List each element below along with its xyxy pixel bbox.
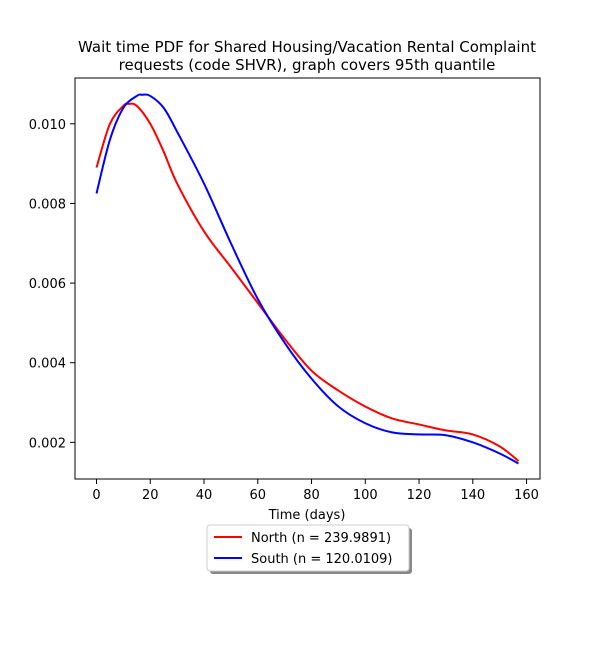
legend-label-south: South (n = 120.0109) [251,552,392,567]
legend-box [206,524,410,572]
series-line-south [95,93,519,465]
y-tick-label: 0.010 [29,118,66,133]
y-tick-label: 0.004 [29,357,66,372]
x-tick-label: 100 [353,488,378,503]
x-tick-label: 40 [196,488,213,503]
series-layer [95,93,520,465]
x-tick-label: 0 [92,488,100,503]
x-tick-label: 160 [514,488,539,503]
x-tick-label: 80 [303,488,320,503]
y-tick-label: 0.008 [29,197,66,212]
y-tick-label: 0.006 [29,277,66,292]
plot-area-frame [74,77,541,480]
chart-title-line-1: Wait time PDF for Shared Housing/Vacatio… [78,38,536,56]
x-tick-label: 60 [250,488,267,503]
x-axis-label: Time (days) [268,508,346,523]
x-tick-label: 140 [460,488,485,503]
chart-title-line-2: requests (code SHVR), graph covers 95th … [119,56,496,74]
x-tick-label: 20 [142,488,159,503]
y-tick-label: 0.002 [29,436,66,451]
x-tick-label: 120 [407,488,432,503]
series-line-north [95,102,520,462]
axes-layer: 0 20 40 60 80 100 120 140 160 0.002 0.004 0.006 0.00… [29,118,539,503]
legend-label-north: North (n = 239.9891) [251,531,391,546]
legend: North (n = 239.9891) South (n = 120.0109… [206,524,412,574]
